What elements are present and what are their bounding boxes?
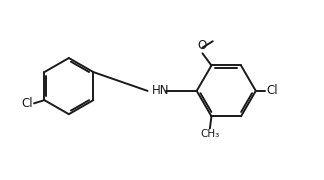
Text: CH₃: CH₃ xyxy=(200,129,219,139)
Text: Cl: Cl xyxy=(22,97,33,110)
Text: Cl: Cl xyxy=(266,84,278,97)
Text: HN: HN xyxy=(152,84,169,97)
Text: O: O xyxy=(197,39,206,52)
